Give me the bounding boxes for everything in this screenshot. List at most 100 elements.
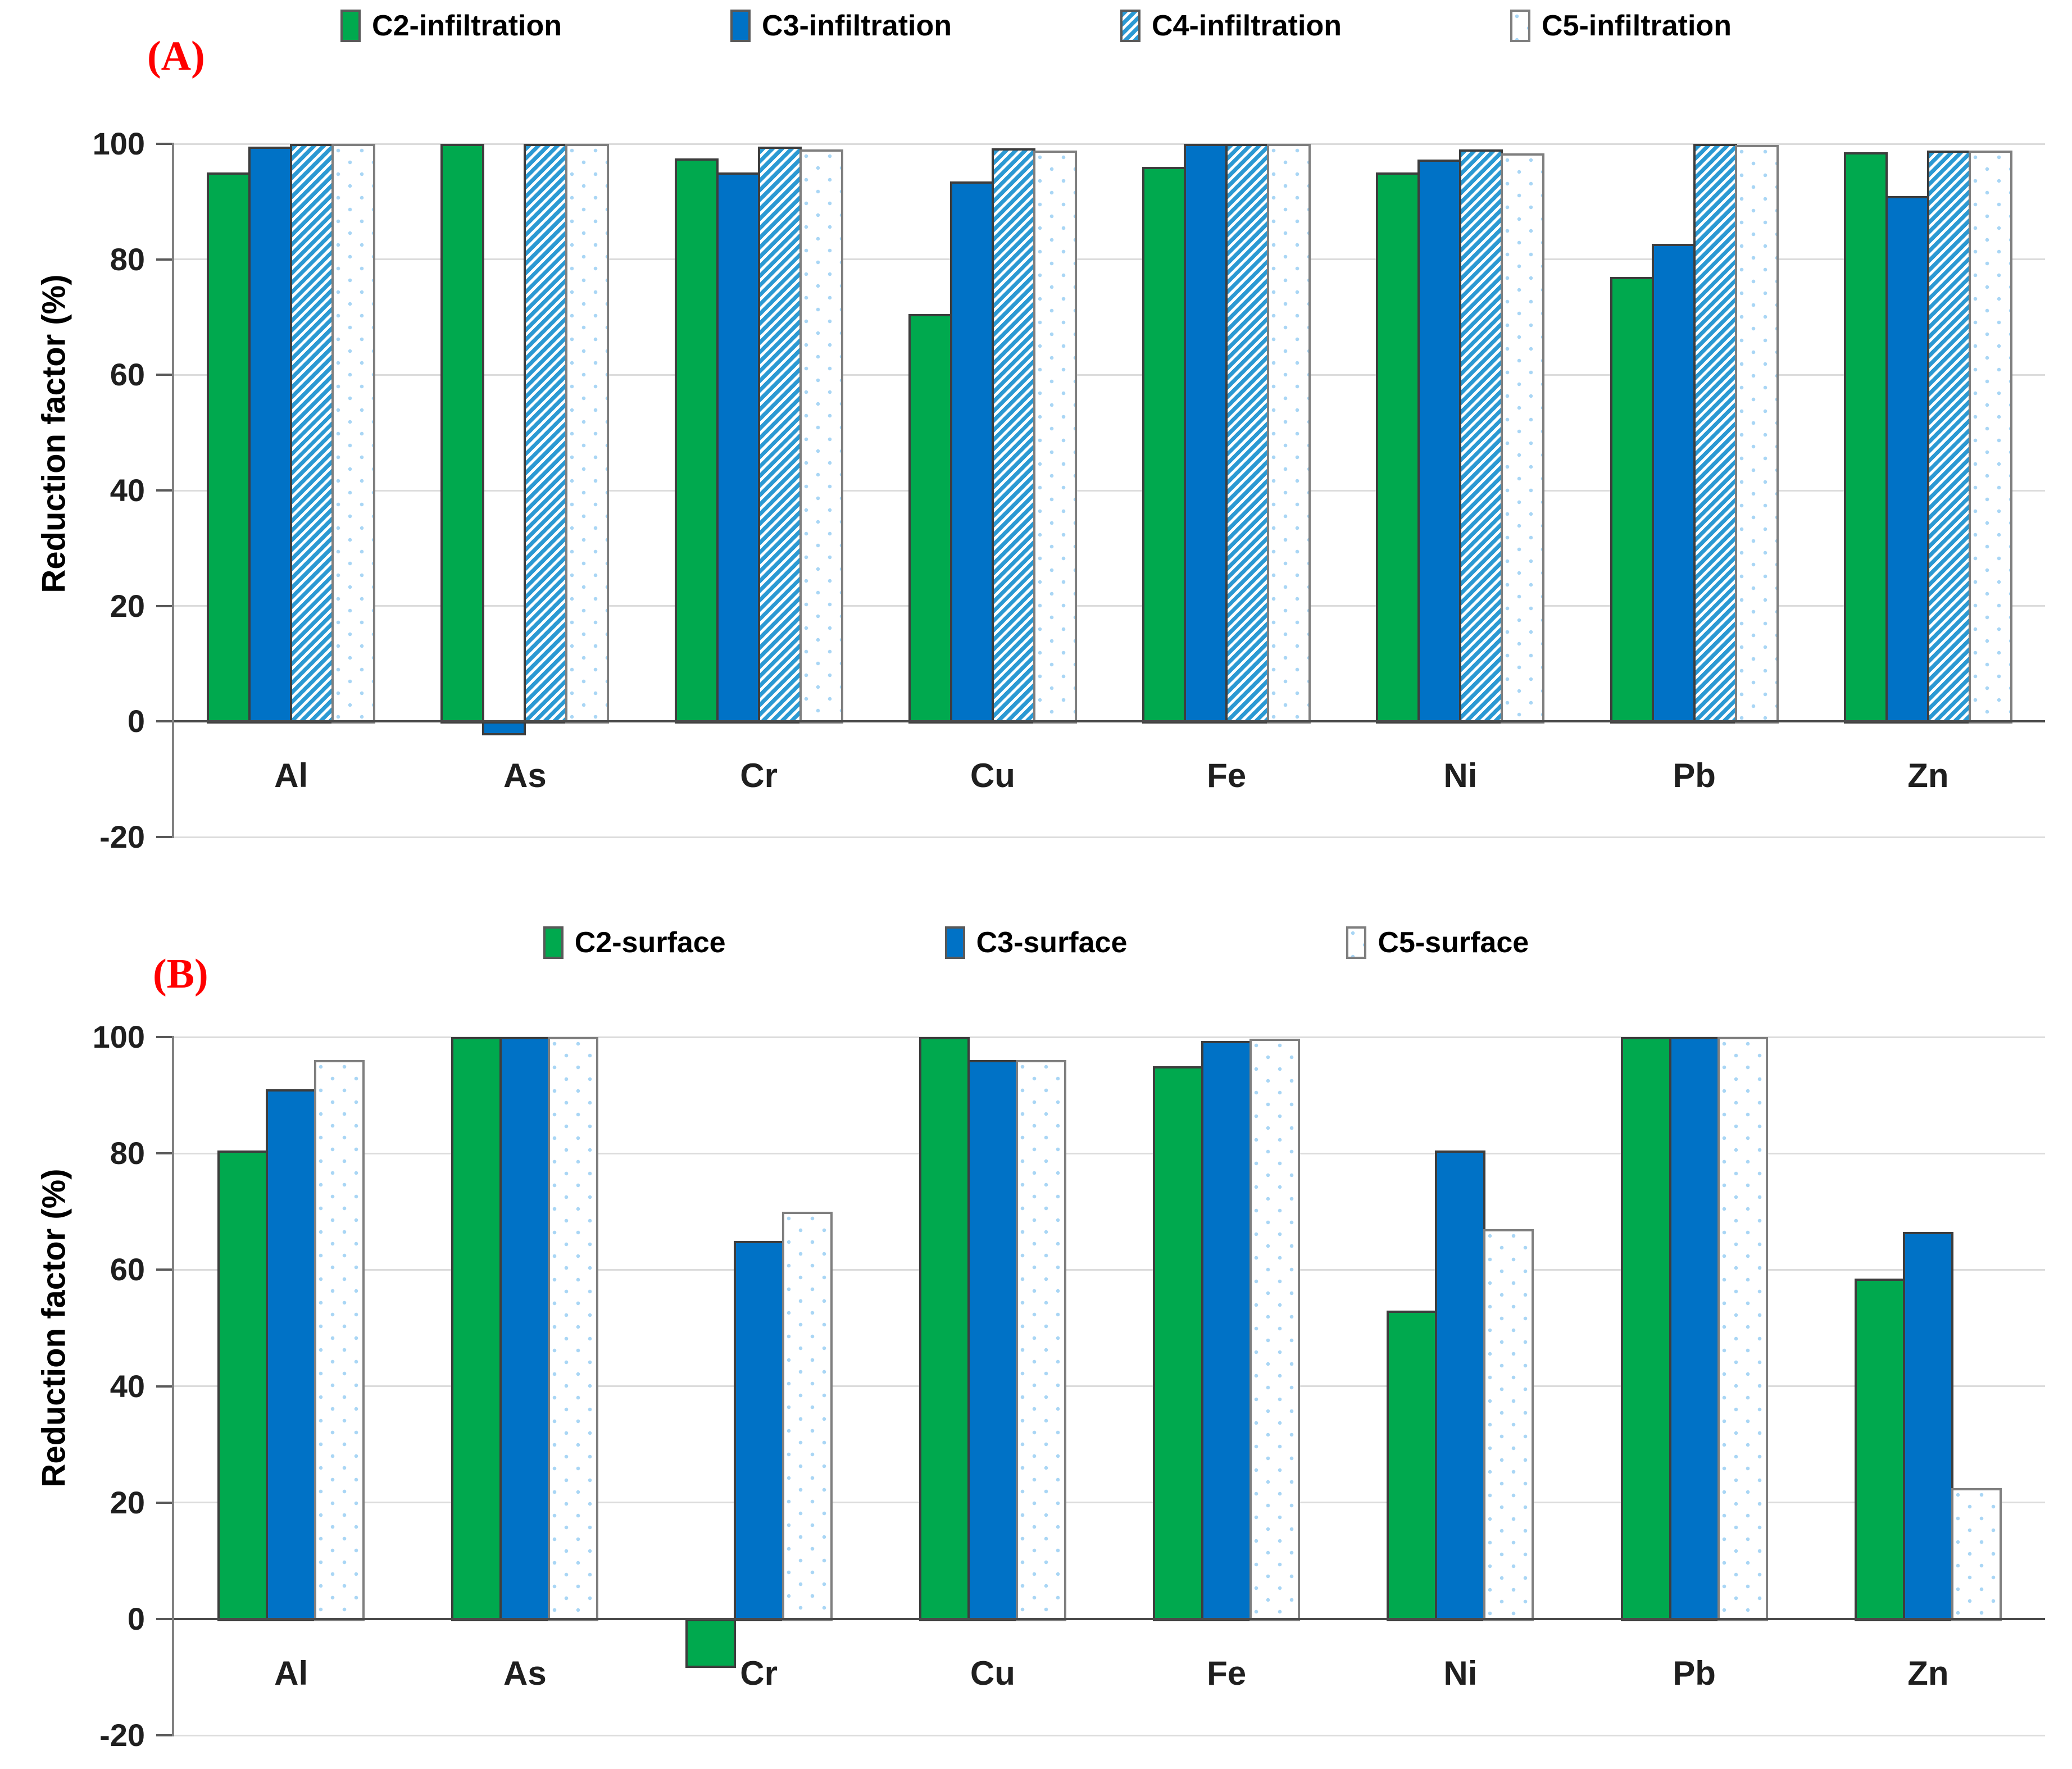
legend-item: C2-infiltration	[340, 9, 562, 43]
bar-C5-infiltration-Al	[331, 144, 376, 724]
bar-C4-infiltration-Al	[290, 144, 334, 724]
bar-C4-infiltration-Cr	[757, 147, 802, 724]
legend-item: C2-surface	[543, 926, 726, 959]
y-axis-tick	[156, 1036, 172, 1038]
legend-item: C5-infiltration	[1510, 9, 1732, 43]
plot-area-b: 100 80 60 40 20 0 -20 Al As Cr Cu Fe Ni Pb Zn	[93, 1019, 2045, 1753]
x-category-label: Zn	[1907, 1654, 1949, 1692]
bar-C5-infiltration-Pb	[1734, 145, 1779, 724]
bar-C3-infiltration-As	[482, 721, 526, 735]
legend-swatch-C2-infiltration	[340, 10, 361, 42]
x-category-label: Cu	[970, 757, 1015, 795]
y-axis-tick	[156, 489, 172, 492]
y-axis-tick	[156, 1385, 172, 1388]
legend-panel-a: C2-infiltration C3-infiltration C4-infiltr…	[0, 9, 2072, 43]
panel-b-label: (B)	[153, 951, 208, 997]
y-axis-tick	[156, 1268, 172, 1271]
panel-a-label: (A)	[147, 33, 205, 79]
y-tick-label: 40	[110, 1368, 145, 1404]
y-axis-tick	[156, 604, 172, 607]
legend-label: C3-infiltration	[762, 10, 952, 42]
gridline	[174, 258, 2045, 261]
bar-C3-surface-Ni	[1435, 1150, 1486, 1621]
x-category-label: Pb	[1673, 1654, 1716, 1692]
bar-C3-surface-Pb	[1669, 1037, 1720, 1621]
gridline	[174, 143, 2045, 145]
bar-C5-infiltration-Zn	[1968, 151, 2012, 724]
bar-C5-surface-As	[548, 1037, 599, 1621]
bar-C3-surface-Fe	[1201, 1041, 1252, 1621]
y-tick-label: -20	[99, 1717, 145, 1753]
bar-C4-infiltration-Fe	[1225, 144, 1270, 724]
bar-C5-surface-Cu	[1015, 1060, 1066, 1621]
bar-C2-infiltration-As	[440, 144, 485, 724]
x-category-label: Cu	[970, 1654, 1015, 1692]
gridline	[174, 836, 2045, 838]
gridline	[174, 1502, 2045, 1504]
gridline	[174, 1152, 2045, 1154]
bar-C2-infiltration-Fe	[1142, 167, 1187, 724]
x-category-label: As	[503, 757, 547, 795]
bar-C3-surface-Al	[266, 1089, 317, 1621]
bar-C4-infiltration-As	[524, 144, 568, 724]
bar-C2-surface-As	[451, 1037, 502, 1621]
bar-C5-infiltration-Fe	[1267, 144, 1311, 724]
y-tick-label: 80	[110, 241, 145, 277]
y-tick-label: 0	[127, 1600, 145, 1636]
x-category-label: Pb	[1673, 757, 1716, 795]
legend-label: C5-infiltration	[1541, 10, 1732, 42]
bar-C2-surface-Pb	[1620, 1037, 1671, 1621]
x-category-label: As	[503, 1654, 547, 1692]
bar-C3-surface-Zn	[1902, 1232, 1953, 1621]
y-axis-tick	[156, 836, 172, 838]
bar-C2-infiltration-Cu	[908, 314, 952, 724]
y-axis-line	[172, 143, 174, 838]
bar-C4-infiltration-Ni	[1459, 149, 1503, 724]
bar-C5-infiltration-Ni	[1501, 153, 1545, 724]
bar-C5-surface-Zn	[1951, 1488, 2002, 1621]
legend-panel-b: C2-surface C3-surface C5-surface	[0, 926, 2072, 959]
y-axis-title-b: Reduction factor (%)	[35, 1168, 72, 1488]
bar-C2-surface-Cu	[919, 1037, 970, 1621]
bar-C4-infiltration-Cu	[991, 148, 1035, 724]
y-tick-label: 60	[110, 357, 145, 393]
gridline	[174, 1385, 2045, 1387]
bar-C3-infiltration-Fe	[1184, 144, 1228, 724]
gridline	[174, 1268, 2045, 1271]
bar-C2-infiltration-Zn	[1843, 152, 1888, 724]
bar-C5-surface-Pb	[1717, 1037, 1768, 1621]
legend-label: C2-infiltration	[372, 10, 562, 42]
y-axis-tick	[156, 1501, 172, 1504]
gridline	[174, 1036, 2045, 1038]
bar-C4-infiltration-Zn	[1926, 151, 1971, 724]
bar-C3-infiltration-Cu	[949, 181, 994, 724]
gridline	[174, 1734, 2045, 1736]
y-axis-tick	[156, 1617, 172, 1620]
y-tick-label: 20	[110, 588, 145, 624]
legend-swatch-C3-infiltration	[730, 10, 751, 42]
y-axis-title-a: Reduction factor (%)	[35, 274, 72, 593]
x-category-label: Fe	[1207, 1654, 1247, 1692]
bar-C5-surface-Cr	[781, 1211, 833, 1621]
bar-C3-infiltration-Pb	[1651, 243, 1696, 724]
y-axis-tick	[156, 720, 172, 723]
legend-label: C2-surface	[574, 926, 726, 959]
x-category-label: Cr	[740, 1654, 778, 1692]
bar-C3-surface-Cr	[733, 1240, 784, 1621]
bar-C2-infiltration-Al	[207, 172, 251, 724]
bar-C5-infiltration-As	[565, 144, 610, 724]
x-category-label: Zn	[1907, 757, 1949, 795]
gridline	[174, 374, 2045, 376]
y-axis-tick	[156, 1734, 172, 1736]
legend-item: C3-infiltration	[730, 9, 952, 43]
legend-swatch-C5-infiltration	[1510, 10, 1530, 42]
x-category-label: Ni	[1443, 1654, 1478, 1692]
bar-C5-surface-Fe	[1249, 1039, 1301, 1621]
x-category-label: Al	[274, 1654, 308, 1692]
y-axis-tick	[156, 258, 172, 261]
legend-item: C3-surface	[944, 926, 1127, 959]
y-tick-label: 20	[110, 1484, 145, 1520]
y-axis-tick	[156, 143, 172, 145]
legend-item: C4-infiltration	[1120, 9, 1342, 43]
